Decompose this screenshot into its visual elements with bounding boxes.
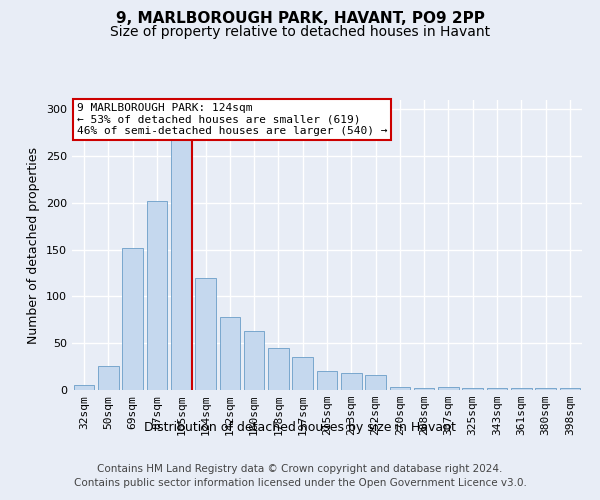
Bar <box>341 373 362 390</box>
Bar <box>414 388 434 390</box>
Bar <box>146 201 167 390</box>
Text: Size of property relative to detached houses in Havant: Size of property relative to detached ho… <box>110 25 490 39</box>
Bar <box>74 386 94 390</box>
Bar <box>268 348 289 390</box>
Text: 9 MARLBOROUGH PARK: 124sqm
← 53% of detached houses are smaller (619)
46% of sem: 9 MARLBOROUGH PARK: 124sqm ← 53% of deta… <box>77 103 388 136</box>
Bar <box>244 331 265 390</box>
Bar <box>292 358 313 390</box>
Bar <box>389 387 410 390</box>
Bar <box>195 278 216 390</box>
Bar <box>365 375 386 390</box>
Bar <box>98 366 119 390</box>
Text: Contains HM Land Registry data © Crown copyright and database right 2024.
Contai: Contains HM Land Registry data © Crown c… <box>74 464 526 487</box>
Bar <box>317 372 337 390</box>
Y-axis label: Number of detached properties: Number of detached properties <box>28 146 40 344</box>
Bar <box>560 388 580 390</box>
Bar <box>511 388 532 390</box>
Bar <box>171 124 191 390</box>
Bar <box>463 388 483 390</box>
Text: Distribution of detached houses by size in Havant: Distribution of detached houses by size … <box>144 421 456 434</box>
Bar <box>487 388 508 390</box>
Text: 9, MARLBOROUGH PARK, HAVANT, PO9 2PP: 9, MARLBOROUGH PARK, HAVANT, PO9 2PP <box>116 11 484 26</box>
Bar <box>122 248 143 390</box>
Bar <box>438 387 459 390</box>
Bar <box>535 388 556 390</box>
Bar <box>220 317 240 390</box>
